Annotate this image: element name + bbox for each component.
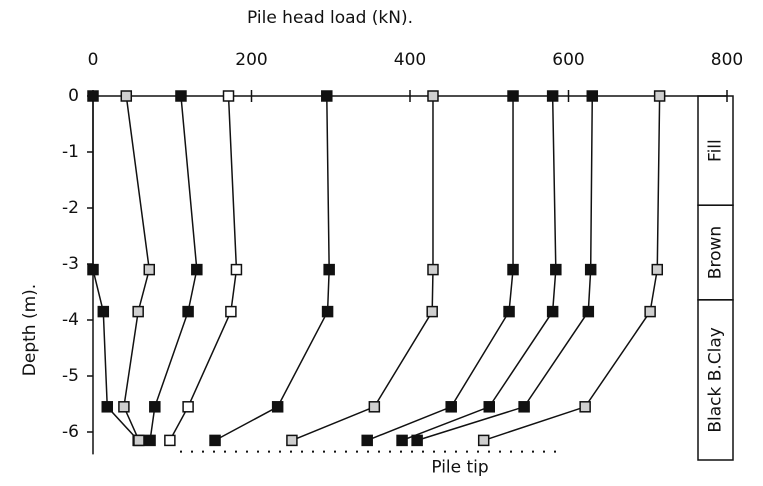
data-point — [546, 90, 559, 102]
data-point — [644, 305, 656, 318]
data-point — [182, 401, 194, 413]
x-tick-label: 600 — [552, 50, 584, 70]
soil-layer-label: Black B.Clay — [706, 327, 726, 433]
data-point — [222, 90, 235, 102]
load-curve — [149, 95, 198, 441]
data-point — [427, 90, 439, 102]
data-point — [361, 434, 373, 447]
data-point — [477, 434, 490, 447]
data-point — [230, 263, 243, 276]
data-point — [368, 401, 381, 413]
data-point — [445, 401, 457, 413]
data-point — [164, 434, 176, 447]
data-point — [191, 263, 203, 276]
data-point — [132, 305, 144, 318]
load-curve — [366, 96, 514, 442]
data-point — [503, 305, 515, 318]
data-point — [582, 305, 595, 318]
data-point — [321, 305, 334, 318]
data-point — [507, 263, 519, 276]
data-point — [286, 434, 298, 447]
data-point — [507, 90, 519, 102]
data-point — [97, 305, 110, 318]
data-point — [101, 401, 114, 413]
y-tick-label: -1 — [62, 142, 79, 162]
data-point — [87, 263, 99, 276]
load-curve — [92, 96, 139, 441]
data-point — [143, 263, 156, 276]
data-point — [426, 305, 438, 318]
data-point — [120, 90, 133, 102]
y-tick-label: -5 — [62, 366, 79, 386]
y-tick-label: -4 — [62, 310, 79, 330]
data-point — [579, 401, 591, 413]
data-point — [323, 263, 335, 276]
data-point — [518, 401, 530, 413]
soil-layer-label: Fill — [706, 139, 726, 162]
x-axis-label: Pile head load (kN). — [247, 8, 413, 28]
data-point — [87, 90, 99, 102]
y-tick-label: 0 — [68, 86, 79, 106]
x-tick-label: 0 — [88, 50, 99, 70]
data-point — [584, 263, 597, 276]
soil-layer — [697, 299, 734, 461]
data-point — [396, 434, 408, 447]
data-point — [427, 263, 439, 276]
data-point — [182, 305, 194, 318]
load-curve — [401, 95, 557, 442]
y-axis-label: Depth (m). — [20, 284, 40, 376]
x-tick-label: 800 — [711, 50, 743, 70]
data-point — [118, 401, 130, 413]
y-tick-label: -3 — [62, 254, 79, 274]
data-point — [144, 434, 156, 447]
data-point — [133, 434, 145, 447]
data-point — [175, 90, 187, 102]
x-tick-label: 200 — [235, 50, 267, 70]
data-point — [550, 263, 562, 276]
data-point — [483, 401, 495, 413]
load-curve — [416, 95, 594, 442]
data-point — [271, 401, 284, 413]
data-point — [209, 434, 221, 447]
y-tick-label: -2 — [62, 198, 79, 218]
load-curve — [291, 96, 434, 442]
pile-tip-label: Pile tip — [431, 458, 488, 478]
data-point — [411, 434, 423, 447]
load-curve — [169, 95, 238, 441]
data-point — [225, 305, 237, 318]
data-point — [586, 90, 599, 102]
data-point — [149, 401, 161, 413]
data-point — [546, 305, 559, 318]
x-tick-label: 400 — [394, 50, 426, 70]
y-tick-label: -6 — [62, 422, 79, 442]
soil-layer-label: Brown — [706, 226, 726, 279]
data-point — [651, 263, 664, 276]
data-point — [321, 90, 333, 102]
data-point — [653, 90, 666, 102]
